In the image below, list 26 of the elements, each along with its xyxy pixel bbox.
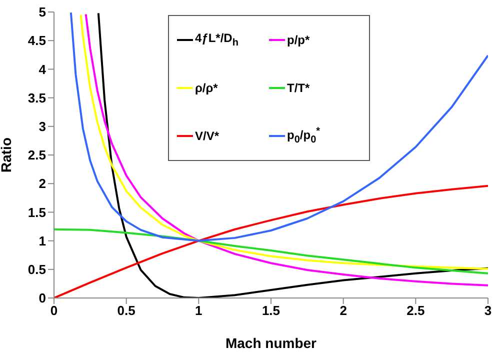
x-tick-label: 1.5 xyxy=(262,303,280,318)
y-tick-label: 4 xyxy=(38,62,47,77)
y-tick-label: 1 xyxy=(38,233,46,248)
legend-label: V/V* xyxy=(195,129,220,143)
y-tick-label: 0 xyxy=(38,290,46,306)
y-tick-label: 4.5 xyxy=(28,33,46,48)
legend-label: 4ƒL*/D$_{h}$ xyxy=(195,31,238,49)
legend-label: ρ/ρ* xyxy=(195,81,218,95)
y-axis-title: Ratio xyxy=(0,138,14,172)
y-tick-label: 0.5 xyxy=(28,262,46,278)
x-tick-label: 0 xyxy=(50,303,58,318)
legend-label: T/T* xyxy=(287,81,310,95)
legend-label: p/p* xyxy=(287,33,310,47)
x-tick-label: 3 xyxy=(484,303,492,318)
x-tick-label: 1 xyxy=(195,303,202,318)
line-series xyxy=(54,228,488,274)
y-tick-label: 3 xyxy=(38,119,46,134)
x-tick-label: 0.5 xyxy=(117,303,136,318)
x-tick-label: 2.5 xyxy=(406,303,425,318)
x-axis-title: Mach number xyxy=(225,335,318,351)
y-tick-label: 2.5 xyxy=(28,148,46,163)
y-tick-label: 5 xyxy=(38,4,46,20)
y-tick-label: 1.5 xyxy=(28,204,46,220)
x-tick-label: 2 xyxy=(340,303,347,318)
y-tick-label: 2 xyxy=(38,176,46,192)
y-tick-label: 3.5 xyxy=(28,90,46,106)
